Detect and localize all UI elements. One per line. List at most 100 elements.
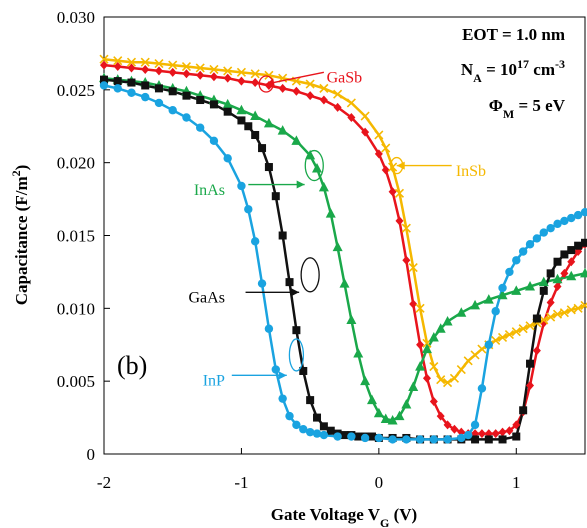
data-point-insb: [456, 364, 466, 375]
data-point-inp: [484, 340, 493, 349]
data-point-insb: [126, 57, 137, 67]
data-point-gaas: [299, 366, 308, 375]
markers-layer: [99, 54, 587, 444]
data-point-inp: [264, 324, 274, 333]
data-point-inas: [380, 413, 391, 424]
data-point-inas: [236, 104, 247, 115]
series-label-insb: InSb: [456, 163, 486, 180]
data-point-gasb: [196, 70, 205, 80]
data-point-insb: [449, 373, 460, 383]
data-point-gasb: [333, 102, 342, 112]
data-point-inas: [366, 394, 377, 405]
data-point-inas: [435, 323, 446, 333]
data-point-gasb: [402, 255, 411, 265]
data-point-gasb: [539, 318, 548, 328]
data-point-gasb: [443, 420, 452, 430]
data-point-gasb: [154, 66, 163, 76]
data-point-gaas: [292, 326, 301, 335]
data-point-gasb: [388, 187, 397, 197]
data-point-inp: [237, 181, 246, 191]
data-point-inas: [339, 278, 350, 288]
label-ellipse-inp: [288, 338, 305, 372]
data-point-inas: [415, 361, 426, 371]
data-point-gasb: [560, 268, 569, 278]
data-point-gasb: [278, 83, 287, 93]
data-point-insb: [497, 332, 508, 343]
data-point-gaas: [567, 246, 576, 255]
label-arrowhead-gasb: [266, 78, 275, 87]
data-point-inas: [525, 280, 536, 291]
data-point-inp: [209, 136, 219, 146]
data-point-gasb: [361, 127, 370, 137]
data-point-insb: [436, 375, 446, 385]
data-point-insb: [401, 223, 411, 233]
data-point-inas: [470, 299, 481, 310]
data-point-inas: [421, 343, 432, 354]
data-point-insb: [223, 66, 233, 76]
data-point-inp: [250, 237, 260, 246]
data-point-inas: [346, 314, 357, 324]
data-point-inp: [127, 88, 136, 97]
data-point-inas: [497, 289, 508, 300]
data-point-gaas: [546, 269, 555, 278]
data-point-inas: [277, 125, 288, 135]
data-point-gaas: [182, 91, 191, 100]
data-point-gasb: [113, 62, 122, 72]
data-point-gaas: [285, 278, 294, 287]
data-point-inas: [222, 98, 233, 109]
data-point-insb: [511, 327, 521, 337]
y-tick-label: 0.020: [57, 154, 95, 173]
data-point-inp: [525, 240, 535, 249]
data-point-inp: [223, 154, 232, 163]
data-point-gaas: [574, 241, 583, 250]
data-point-inp: [553, 219, 562, 229]
label-ellipse-inas: [304, 149, 324, 182]
data-point-gaas: [100, 75, 108, 84]
data-point-inp: [257, 279, 267, 288]
data-point-gaas: [306, 396, 315, 405]
data-point-insb: [552, 309, 563, 319]
data-point-gaas: [484, 435, 493, 444]
data-point-inp: [244, 205, 253, 214]
data-point-insb: [573, 303, 583, 313]
data-point-gaas: [581, 238, 587, 247]
data-point-inp: [305, 427, 315, 437]
data-point-inas: [325, 208, 336, 218]
data-point-gaas: [127, 78, 136, 87]
data-point-gaas: [539, 286, 548, 295]
data-point-gasb: [100, 60, 108, 70]
data-point-insb: [305, 79, 315, 89]
data-point-gasb: [450, 424, 459, 434]
data-point-insb: [333, 89, 343, 99]
data-point-inp: [402, 435, 411, 444]
data-point-gaas: [471, 435, 480, 444]
data-point-inp: [333, 432, 342, 441]
data-point-gasb: [381, 165, 390, 175]
data-point-insb: [408, 262, 418, 273]
data-point-inp: [443, 435, 452, 444]
data-point-gasb: [505, 426, 514, 436]
data-point-insb: [429, 362, 439, 372]
data-point-inas: [456, 307, 467, 317]
data-point-inp: [196, 123, 205, 132]
data-point-gaas: [113, 77, 122, 86]
data-point-gasb: [347, 113, 356, 123]
data-point-inp: [580, 207, 587, 217]
data-point-inp: [182, 113, 191, 122]
data-point-inas: [312, 162, 323, 173]
data-point-inp: [271, 365, 280, 374]
data-point-inas: [538, 276, 549, 287]
data-point-inas: [360, 375, 371, 386]
data-point-inp: [505, 267, 514, 277]
data-point-gaas: [196, 96, 205, 105]
data-point-gaas: [258, 144, 267, 153]
data-point-insb: [539, 315, 549, 325]
data-point-inp: [532, 234, 542, 243]
data-point-insb: [99, 54, 109, 64]
data-point-gasb: [319, 95, 328, 105]
data-point-gaas: [560, 250, 569, 259]
data-point-insb: [443, 378, 453, 388]
data-point-insb: [415, 303, 425, 313]
data-point-gasb: [553, 281, 562, 291]
data-point-gasb: [546, 298, 555, 308]
